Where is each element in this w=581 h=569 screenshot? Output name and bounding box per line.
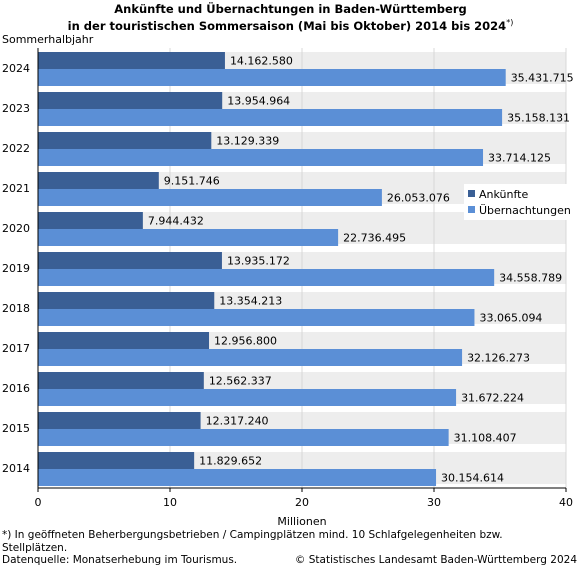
data-label: 9.151.746 <box>164 175 220 188</box>
x-tick-label: 30 <box>427 496 441 509</box>
data-label: 34.558.789 <box>499 272 562 285</box>
bar-ankuenfte <box>38 292 215 309</box>
chart-title: Ankünfte und Übernachtungen in Baden-Wür… <box>0 2 581 33</box>
data-label: 12.317.240 <box>206 415 269 428</box>
legend-background <box>464 184 578 220</box>
bar-uebernachtungen <box>38 69 506 86</box>
bar-ankuenfte <box>38 332 210 349</box>
chart-title-line1: Ankünfte und Übernachtungen in Baden-Wür… <box>114 2 467 16</box>
x-axis-title: Millionen <box>277 515 326 528</box>
category-label: 2023 <box>2 102 30 115</box>
category-label: 2022 <box>2 142 30 155</box>
data-label: 13.354.213 <box>219 295 282 308</box>
chart-title-line2: in der touristischen Sommersaison (Mai b… <box>0 16 581 33</box>
data-label: 13.129.339 <box>216 135 279 148</box>
bar-ankuenfte <box>38 372 204 389</box>
bar-ankuenfte <box>38 172 159 189</box>
bar-uebernachtungen <box>38 349 463 366</box>
category-label: 2018 <box>2 302 30 315</box>
bar-ankuenfte <box>38 132 212 149</box>
category-label: 2024 <box>2 62 30 75</box>
data-label: 11.829.652 <box>199 455 262 468</box>
data-label: 33.065.094 <box>479 312 542 325</box>
data-label: 31.672.224 <box>461 392 524 405</box>
data-label: 30.154.614 <box>441 472 504 485</box>
bar-ankuenfte <box>38 252 222 269</box>
source-text: Datenquelle: Monatserhebung im Tourismus… <box>2 554 238 566</box>
legend-swatch-uebernachtungen <box>468 206 475 213</box>
data-label: 14.162.580 <box>230 55 293 68</box>
data-label: 26.053.076 <box>387 192 450 205</box>
bar-chart: 14.162.580 35.431.715 2024 13.954.964 35.158… <box>2 33 578 528</box>
copyright-text: © Statistisches Landesamt Baden-Württemb… <box>294 554 577 566</box>
x-tick-label: 10 <box>163 496 177 509</box>
bar-uebernachtungen <box>38 309 475 326</box>
category-label: 2017 <box>2 342 30 355</box>
data-label: 13.954.964 <box>227 95 290 108</box>
bar-ankuenfte <box>38 452 195 469</box>
bar-uebernachtungen <box>38 269 495 286</box>
bar-uebernachtungen <box>38 189 382 206</box>
bar-uebernachtungen <box>38 149 484 166</box>
y-axis-title: Sommerhalbjahr <box>2 33 94 46</box>
data-label: 12.562.337 <box>209 375 272 388</box>
chart-footer: *) In geöffneten Beherbergungsbetrieben … <box>2 529 579 567</box>
data-label: 35.431.715 <box>511 72 574 85</box>
bar-uebernachtungen <box>38 469 437 486</box>
bar-ankuenfte <box>38 92 223 109</box>
data-label: 7.944.432 <box>148 215 204 228</box>
bar-uebernachtungen <box>38 229 339 246</box>
footnote-mark: *) <box>506 18 514 27</box>
x-tick-label: 20 <box>295 496 309 509</box>
source-row: Datenquelle: Monatserhebung im Tourismus… <box>2 554 579 567</box>
bar-ankuenfte <box>38 412 201 429</box>
bar-ankuenfte <box>38 52 225 69</box>
footnote-line2: Stellplätzen. <box>2 541 68 554</box>
category-label: 2014 <box>2 462 30 475</box>
data-label: 31.108.407 <box>454 432 517 445</box>
bar-uebernachtungen <box>38 389 457 406</box>
bar-uebernachtungen <box>38 109 503 126</box>
category-label: 2016 <box>2 382 30 395</box>
data-label: 13.935.172 <box>227 255 290 268</box>
category-label: 2021 <box>2 182 30 195</box>
legend-label-uebernachtungen: Übernachtungen <box>479 204 571 217</box>
footnote-line1: *) In geöffneten Beherbergungsbetrieben … <box>2 529 503 541</box>
category-label: 2019 <box>2 262 30 275</box>
data-label: 35.158.131 <box>507 112 570 125</box>
category-label: 2020 <box>2 222 30 235</box>
bar-ankuenfte <box>38 212 143 229</box>
legend-label-ankuenfte: Ankünfte <box>479 188 528 201</box>
category-label: 2015 <box>2 422 30 435</box>
data-label: 12.956.800 <box>214 335 277 348</box>
data-label: 32.126.273 <box>467 352 530 365</box>
chart-title-line2-text: in der touristischen Sommersaison (Mai b… <box>67 18 507 33</box>
data-label: 33.714.125 <box>488 152 551 165</box>
x-tick-label: 0 <box>35 496 42 509</box>
x-tick-label: 40 <box>559 496 573 509</box>
bar-uebernachtungen <box>38 429 449 446</box>
legend-swatch-ankuenfte <box>468 190 475 197</box>
data-label: 22.736.495 <box>343 232 406 245</box>
